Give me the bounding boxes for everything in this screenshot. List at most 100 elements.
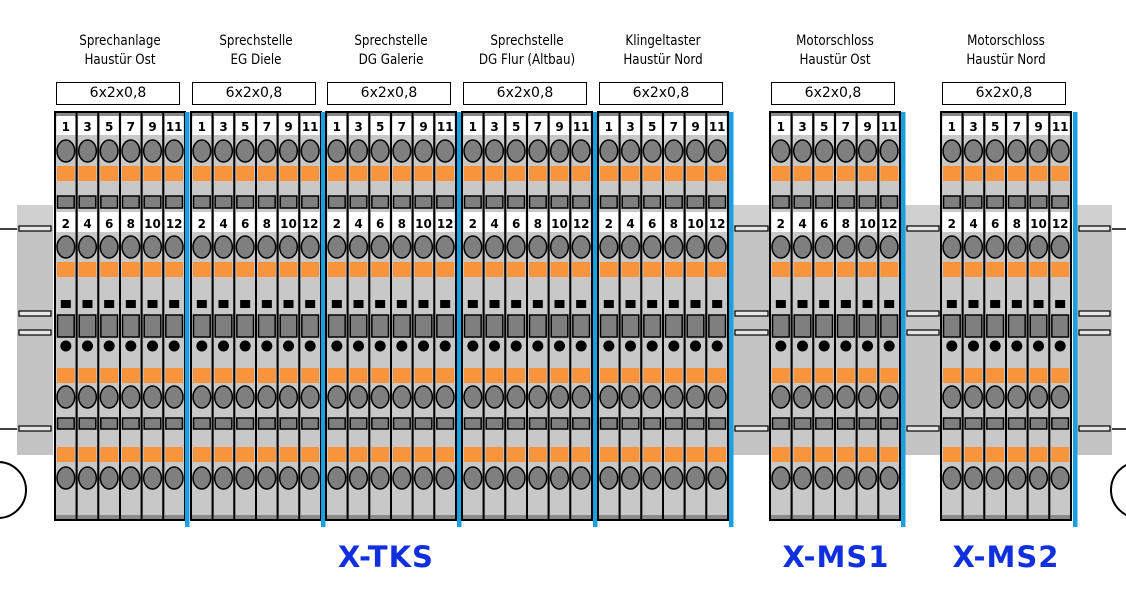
terminal: 12: [597, 111, 621, 521]
terminal-part: [192, 417, 211, 430]
screw-icon: [484, 466, 505, 490]
terminal-part: [879, 116, 899, 135]
orange-marker: [143, 262, 162, 277]
terminal-part: [1029, 116, 1048, 135]
screw-icon: [121, 235, 141, 259]
orange-marker: [665, 262, 683, 277]
orange-marker: [837, 447, 855, 462]
screw-icon: [506, 139, 526, 163]
terminal-part: [1029, 314, 1048, 338]
screw-icon: [836, 385, 856, 409]
orange-marker: [464, 262, 482, 277]
terminal-part: [857, 113, 878, 117]
screw-icon: [942, 139, 962, 163]
orange-marker: [772, 368, 790, 383]
orange-marker: [943, 447, 961, 462]
terminal-part: [793, 116, 812, 135]
terminal-part: [370, 515, 390, 519]
orange-marker: [371, 262, 389, 277]
terminal-number-bottom: 10: [280, 217, 297, 231]
terminal-part: [463, 113, 483, 117]
terminal-part: [142, 515, 163, 519]
terminal-part: [192, 515, 212, 519]
terminal-part: [685, 113, 706, 117]
terminal-part: [257, 212, 277, 232]
orange-marker: [858, 166, 877, 181]
orange-marker: [665, 368, 683, 383]
terminal-number-bottom: 2: [948, 217, 956, 231]
terminal-part: [836, 417, 855, 430]
end-cap: [1077, 205, 1112, 455]
terminal-part: [121, 113, 141, 117]
terminal: 78: [255, 111, 279, 521]
screw-icon: [685, 139, 706, 163]
screw-icon: [327, 385, 347, 409]
terminal-part: [18, 329, 52, 336]
group-title: Motorschloss Haustür Ost: [776, 32, 895, 70]
terminal-part: [147, 340, 158, 352]
terminal: 11 12: [433, 111, 458, 521]
terminal: 56: [368, 111, 393, 521]
terminal-part: [261, 300, 272, 308]
terminal-part: [99, 212, 119, 232]
terminal: 9 10: [411, 111, 436, 521]
terminal-part: [327, 195, 346, 209]
screw-icon: [549, 385, 570, 409]
terminal-part: [235, 212, 255, 232]
terminal-part: [392, 314, 411, 338]
screw-icon: [99, 235, 119, 259]
screw-icon: [620, 385, 641, 409]
terminal-number-top: 9: [555, 120, 563, 134]
terminal-part: [571, 515, 591, 519]
screw-icon: [300, 466, 320, 490]
terminal-part: [858, 314, 877, 338]
terminal-part: [1028, 515, 1049, 519]
screw-icon: [213, 139, 234, 163]
terminal-part: [814, 515, 834, 519]
terminal-part: [858, 116, 877, 135]
terminal-part: [647, 300, 658, 308]
orange-marker: [436, 447, 454, 462]
terminal-part: [733, 205, 770, 225]
terminal-number-top: 5: [105, 120, 113, 134]
terminal-part: [550, 195, 569, 209]
orange-marker: [815, 166, 833, 181]
terminal-part: [327, 113, 347, 117]
screw-icon: [370, 235, 390, 259]
terminal-part: [964, 195, 983, 209]
orange-marker: [143, 447, 162, 462]
terminal-part: [18, 425, 52, 432]
screw-icon: [327, 139, 347, 163]
orange-marker: [943, 368, 961, 383]
orange-marker: [301, 166, 319, 181]
terminal-part: [964, 116, 983, 135]
orange-marker: [371, 368, 389, 383]
terminal-part: [879, 212, 899, 232]
terminal-part: [986, 195, 1005, 209]
terminal-part: [121, 195, 140, 209]
terminal-part: [985, 113, 1005, 117]
orange-marker: [485, 368, 504, 383]
terminal-part: [507, 195, 526, 209]
terminal-part: [349, 417, 368, 430]
orange-marker: [57, 368, 75, 383]
screw-icon: [642, 139, 662, 163]
screw-icon: [164, 139, 184, 163]
terminal-part: [906, 329, 940, 336]
terminal-part: [528, 113, 548, 117]
terminal-part: [906, 310, 940, 317]
orange-marker: [236, 368, 254, 383]
terminal-part: [257, 515, 277, 519]
orange-marker: [193, 368, 211, 383]
terminal-part: [528, 195, 547, 209]
terminal-part: [1050, 212, 1070, 232]
orange-marker: [122, 166, 140, 181]
terminal-part: [880, 314, 899, 338]
terminal-part: [686, 195, 705, 209]
terminal-part: [414, 314, 433, 338]
terminal-part: [192, 195, 211, 209]
terminal-part: [283, 340, 294, 352]
terminal-part: [840, 300, 851, 308]
